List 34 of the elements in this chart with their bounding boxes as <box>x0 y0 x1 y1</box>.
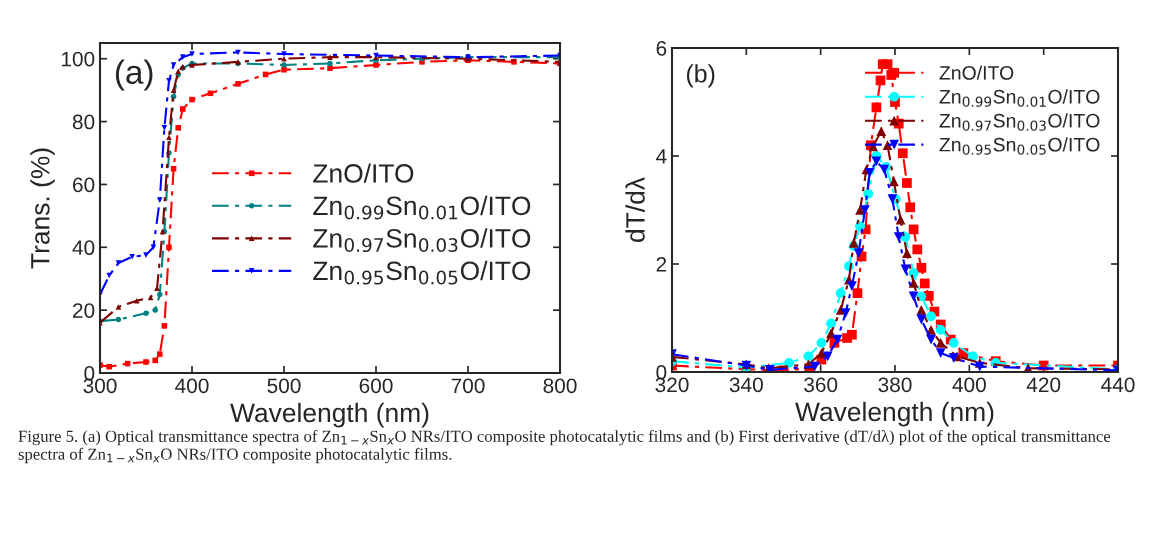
y-tick-label: 80 <box>72 114 95 130</box>
annotation: (a) <box>115 59 153 91</box>
x-tick-label: 440 <box>1101 377 1135 393</box>
y-tick-label: 60 <box>73 177 95 193</box>
x-tick-label: 360 <box>804 377 838 393</box>
legend-label: Zn$_{0.95}$Sn$_{0.05}$O/ITO <box>313 260 531 285</box>
legend-label: Zn$_{0.99}$Sn$_{0.01}$O/ITO <box>313 195 531 220</box>
y-tick-label: 6 <box>656 41 667 56</box>
legend-label: ZnO/ITO <box>313 163 414 183</box>
legend-label: Zn$_{0.99}$Sn$_{0.01}$O/ITO <box>939 89 1100 107</box>
x-tick-label: 420 <box>1026 377 1061 393</box>
y-tick-label: 40 <box>72 240 95 256</box>
x-tick-label: 600 <box>359 378 393 394</box>
x-axis-title: Wavelength (nm) <box>795 401 994 427</box>
annotation: (b) <box>686 64 715 88</box>
legend-label: ZnO/ITO <box>939 65 1014 80</box>
x-tick-label: 340 <box>729 377 763 393</box>
text: Figure 5. (a) Optical transmittance spectra of Zn$_{1−x}$Sn$_{x}$O NRs/ITO composite photocatalytic films and (b) First derivative (dT/dλ) plot of the optical transmittance spectra of Zn$_{1−x}$Sn$_{x}$O NRs/ITO composite photocatalytic films. <box>18 430 1111 464</box>
x-tick-label: 380 <box>878 377 912 393</box>
legend-label: Zn$_{0.97}$Sn$_{0.03}$O/ITO <box>939 113 1100 131</box>
y-tick-label: 100 <box>61 51 95 67</box>
y-axis-title: Trans. (%) <box>30 148 55 269</box>
x-tick-label: 800 <box>543 378 577 394</box>
legend-label: Zn$_{0.95}$Sn$_{0.05}$O/ITO <box>939 137 1100 155</box>
x-tick-label: 400 <box>175 378 209 394</box>
x-tick-label: 400 <box>952 377 986 393</box>
y-tick-label: 20 <box>73 303 95 318</box>
y-tick-label: 2 <box>656 257 667 272</box>
x-tick-label: 500 <box>267 378 301 394</box>
x-axis-title: Wavelength (nm) <box>230 402 429 428</box>
y-axis-title: dT/dλ <box>625 177 645 242</box>
x-tick-label: 700 <box>451 378 485 394</box>
legend-label: Zn$_{0.97}$Sn$_{0.03}$O/ITO <box>313 228 531 253</box>
y-tick-label: 4 <box>656 149 667 164</box>
